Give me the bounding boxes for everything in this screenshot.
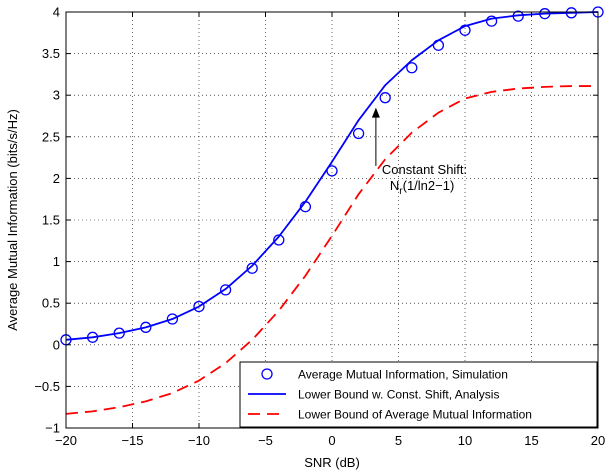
x-tick-label: −10 [188,433,210,448]
x-tick-label: 5 [395,433,402,448]
x-tick-label: 0 [328,433,335,448]
series-layer [60,6,604,415]
annotation-formula: (1/ln2−1) [403,178,455,193]
y-tick-label: 1.5 [42,213,60,228]
y-tick-label: 3 [53,88,60,103]
y-tick-label: 1 [53,254,60,269]
x-tick-label: 20 [591,433,605,448]
x-tick-label: 15 [524,433,538,448]
legend-label: Lower Bound w. Const. Shift, Analysis [298,388,499,402]
y-tick-label: 2.5 [42,129,60,144]
y-tick-label: −1 [45,421,60,436]
y-axis-label: Average Mutual Information (bits/s/Hz) [5,109,20,331]
lower-bound-line [65,85,598,415]
sim-marker [273,234,285,246]
sim-marker [326,165,338,177]
sim-marker [140,321,152,333]
y-tick-label: 3.5 [42,46,60,61]
sim-marker [219,284,232,296]
y-tick-label: 2 [53,171,60,186]
x-axis-label: SNR (dB) [304,455,360,470]
sim-marker [352,127,365,140]
legend-label: Lower Bound of Average Mutual Informatio… [298,408,532,422]
y-tick-label: 4 [53,5,60,20]
annotation-arrowhead [371,107,380,118]
annotation-subscript-r: r [399,186,403,197]
legend-label: Average Mutual Information, Simulation [298,368,508,382]
x-tick-label: −15 [121,433,143,448]
legend-marker-simulation [261,368,273,380]
sim-marker [379,92,391,104]
sim-marker [406,62,418,74]
legend-items: Average Mutual Information, Simulation Lo… [248,368,532,422]
x-tick-label: −5 [258,433,273,448]
y-tick-label: 0.5 [42,296,60,311]
sim-marker [485,15,498,27]
y-tick-label: 0 [53,337,60,352]
grid [66,12,598,428]
legend: Average Mutual Information, Simulation Lo… [239,361,598,428]
x-tick-label: 10 [458,433,472,448]
x-tick-label: −20 [55,433,77,448]
legend-box [239,361,598,428]
sim-marker [193,300,205,313]
annotation: Constant Shift: Nr(1/ln2−1) [371,107,467,197]
analysis-line [65,11,599,341]
annotation-n: N [390,178,399,193]
y-tick-label: −0.5 [34,379,60,394]
sim-marker [166,313,179,325]
annotation-text-line1: Constant Shift: [382,162,467,177]
annotation-text-line2: Nr(1/ln2−1) [390,178,454,197]
sim-marker [246,262,258,274]
ticks: −20 −15 −10 −5 0 5 10 15 20 −1 −0.5 0 0.5 1 1.5 2 2.5 3 3.… [34,5,605,449]
